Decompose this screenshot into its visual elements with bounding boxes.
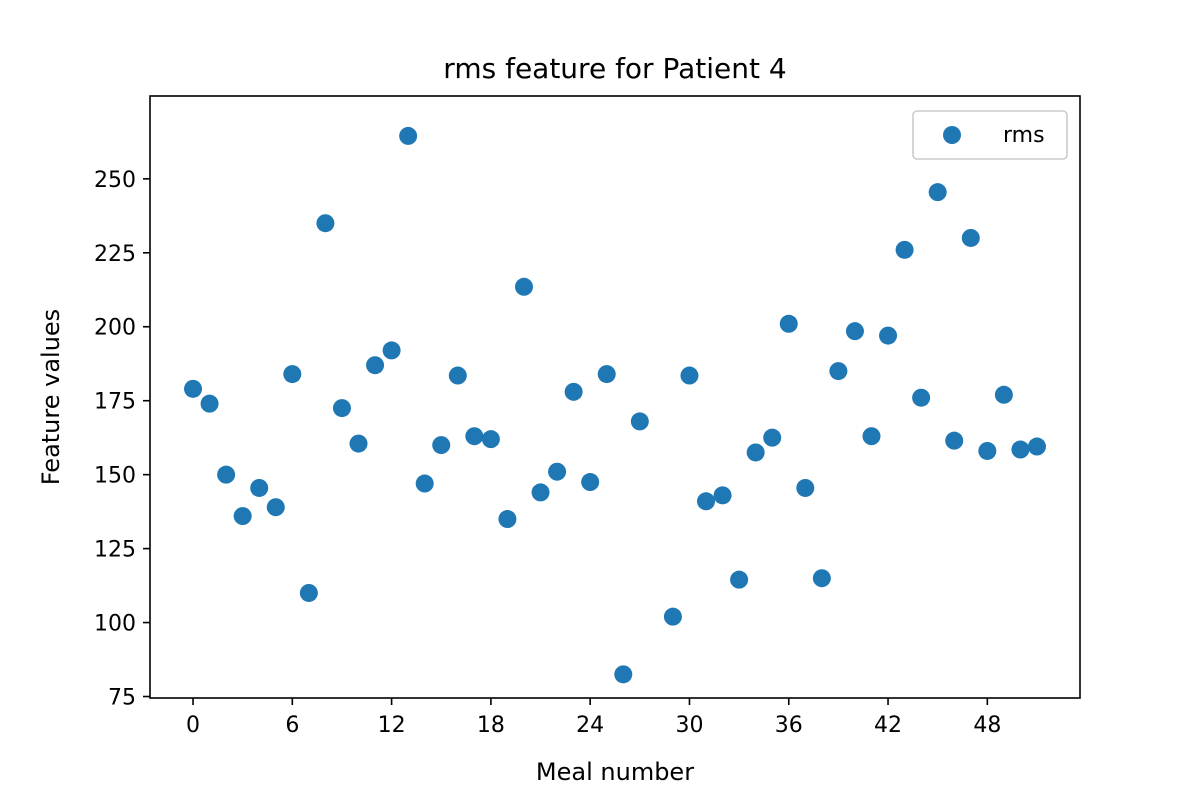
legend: rms [912,110,1068,160]
data-point [680,366,699,385]
y-axis-ticks: 75 100 125 150 175 200 225 250 [94,168,150,711]
data-point [332,399,351,418]
y-tick-label: 100 [94,612,136,637]
x-tick-label: 36 [775,713,803,738]
x-tick-label: 24 [576,713,604,738]
y-tick-label: 250 [94,168,136,193]
legend-marker [943,126,961,144]
data-point [697,492,716,511]
data-point [250,478,269,497]
data-point [994,385,1013,404]
plot-frame [149,95,1081,699]
data-point [1011,440,1030,459]
data-point [432,436,451,455]
data-point [862,427,881,446]
data-point [548,462,567,481]
data-point [1027,437,1046,456]
y-tick-label: 150 [94,464,136,489]
data-point [746,443,765,462]
data-point [779,314,798,333]
x-tick-label: 0 [186,713,200,738]
data-point [763,428,782,447]
x-tick-label: 30 [675,713,703,738]
data-point [614,665,633,684]
data-point [299,583,318,602]
data-point [514,277,533,296]
y-tick-label: 125 [94,538,136,563]
data-point [498,510,517,529]
data-point [978,441,997,460]
data-point [316,214,335,233]
data-point [233,507,252,526]
data-point [879,326,898,345]
data-point [928,183,947,202]
x-tick-label: 6 [285,713,299,738]
x-tick-label: 18 [477,713,505,738]
legend-frame [912,110,1068,160]
data-point [630,412,649,431]
data-point [266,498,285,517]
data-point [581,473,600,492]
legend-label: rms [1003,123,1045,148]
data-point [448,366,467,385]
data-point [382,341,401,360]
data-point [283,365,302,384]
x-tick-label: 12 [378,713,406,738]
data-point [796,478,815,497]
data-point [663,607,682,626]
data-point [812,569,831,588]
data-point [912,388,931,407]
x-tick-label: 42 [874,713,902,738]
y-tick-label: 75 [108,686,136,711]
y-tick-label: 225 [94,242,136,267]
data-point [184,379,203,398]
data-point [945,431,964,450]
y-tick-label: 200 [94,316,136,341]
data-points [184,126,1046,684]
x-axis-label: Meal number [536,758,694,786]
y-tick-label: 175 [94,390,136,415]
data-point [481,430,500,449]
data-point [597,365,616,384]
data-point [415,474,434,493]
chart-title: rms feature for Patient 4 [443,52,786,85]
x-axis-ticks: 0 6 12 18 24 30 36 42 48 [186,698,1001,738]
data-point [531,483,550,502]
data-point [895,240,914,259]
data-point [399,126,418,145]
data-point [200,394,219,413]
y-axis-label: Feature values [37,309,65,485]
data-point [845,322,864,341]
data-point [349,434,368,453]
data-point [961,228,980,247]
data-point [217,465,236,484]
data-point [366,356,385,375]
data-point [829,362,848,381]
x-tick-label: 48 [973,713,1001,738]
data-point [730,570,749,589]
data-point [713,486,732,505]
data-point [465,427,484,446]
data-point [564,382,583,401]
